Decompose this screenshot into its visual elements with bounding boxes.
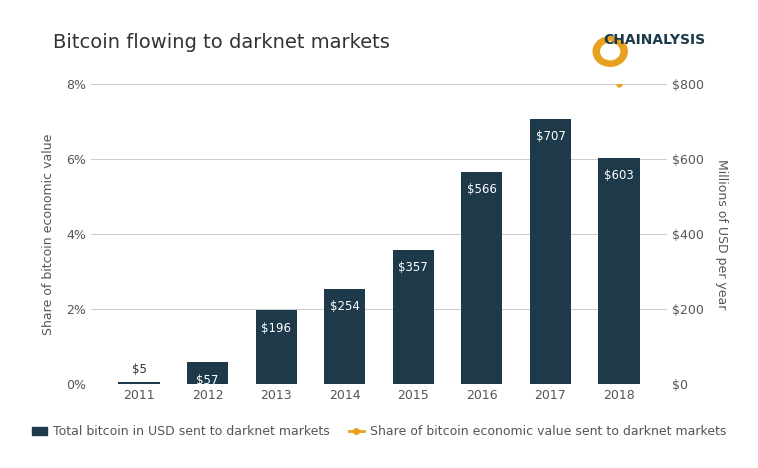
Text: $357: $357 [399, 261, 428, 274]
Text: $707: $707 [535, 130, 565, 143]
Bar [530, 119, 571, 384]
Circle shape [600, 43, 620, 59]
Y-axis label: Share of bitcoin economic value: Share of bitcoin economic value [42, 133, 55, 335]
Bar [599, 158, 640, 384]
Text: $196: $196 [261, 322, 291, 335]
Text: $5: $5 [132, 363, 146, 376]
Bar [393, 250, 434, 384]
Text: $566: $566 [467, 183, 496, 196]
Bar [462, 172, 503, 384]
Bar [187, 362, 228, 384]
Text: $57: $57 [196, 373, 219, 387]
Legend: Total bitcoin in USD sent to darknet markets, Share of bitcoin economic value se: Total bitcoin in USD sent to darknet mar… [27, 420, 731, 443]
Text: Bitcoin flowing to darknet markets: Bitcoin flowing to darknet markets [53, 33, 390, 52]
Text: $254: $254 [330, 300, 359, 313]
Y-axis label: Millions of USD per year: Millions of USD per year [715, 159, 728, 309]
Bar [118, 382, 159, 384]
Bar [255, 310, 296, 384]
Circle shape [593, 37, 628, 66]
Text: $603: $603 [604, 169, 634, 182]
Bar [324, 289, 365, 384]
Text: CHAINALYSIS: CHAINALYSIS [603, 33, 705, 47]
